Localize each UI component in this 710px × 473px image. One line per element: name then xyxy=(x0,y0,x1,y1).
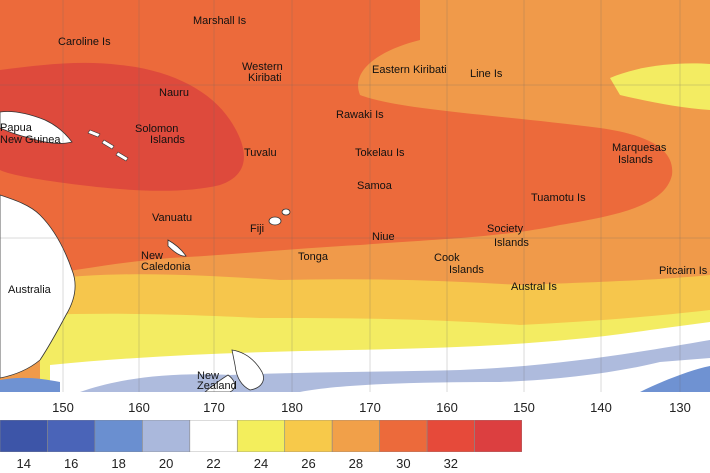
band-18 xyxy=(640,366,710,392)
band-22-gap xyxy=(300,358,710,392)
legend-swatch xyxy=(47,420,96,452)
lon-label: 160 xyxy=(128,400,150,415)
label-new: New xyxy=(141,250,163,262)
solomon-land xyxy=(87,129,129,162)
label-marquesas: Marquesas xyxy=(612,142,667,154)
label-nauru: Nauru xyxy=(159,87,189,99)
fiji-land xyxy=(268,216,282,226)
label-zealand: Zealand xyxy=(197,380,237,392)
label-line-is: Line Is xyxy=(470,68,503,80)
label-fiji: Fiji xyxy=(250,223,264,235)
label-tuvalu: Tuvalu xyxy=(244,147,277,159)
lon-label: 140 xyxy=(590,400,612,415)
label-solomon: Solomon xyxy=(135,123,178,135)
label-rawaki: Rawaki Is xyxy=(336,109,384,121)
band-32 xyxy=(0,62,244,191)
label-eastern-kiribati: Eastern Kiribati xyxy=(372,64,447,76)
label-cook: Cook xyxy=(434,252,460,264)
legend-swatch xyxy=(379,420,428,452)
label-new-guinea: New Guinea xyxy=(0,134,61,146)
label-marshall-is: Marshall Is xyxy=(193,15,247,27)
label-new-zealand-new: New xyxy=(197,370,219,382)
band-30 xyxy=(0,0,673,275)
legend-label: 30 xyxy=(396,456,411,471)
label-cook-islands: Islands xyxy=(449,264,484,276)
label-society-islands: Islands xyxy=(494,237,529,249)
label-caledonia: Caledonia xyxy=(141,261,191,273)
band-18-left xyxy=(0,377,60,392)
band-26 xyxy=(40,274,710,325)
legend-label: 22 xyxy=(206,456,221,471)
lon-label: 130 xyxy=(669,400,691,415)
label-papua: Papua xyxy=(0,122,33,134)
legend-swatch xyxy=(142,420,191,452)
legend-swatch xyxy=(189,420,238,452)
label-kiribati: Kiribati xyxy=(248,72,282,84)
legend-label: 28 xyxy=(348,456,364,471)
lon-label: 160 xyxy=(436,400,458,415)
label-solomon-islands: Islands xyxy=(150,134,185,146)
legend-swatch xyxy=(331,420,380,452)
sea-surface-temperature-map: Marshall Is Caroline Is Western Kiribati… xyxy=(0,0,710,392)
label-tokelau: Tokelau Is xyxy=(355,147,405,159)
band-24-top xyxy=(610,63,710,110)
new-guinea-land xyxy=(0,111,73,144)
legend-label: 18 xyxy=(111,456,126,471)
label-vanuatu: Vanuatu xyxy=(152,212,192,224)
graticule xyxy=(0,0,710,392)
new-zealand-land-south xyxy=(204,374,236,392)
australia-land xyxy=(0,194,76,379)
lon-label: 180 xyxy=(281,400,303,415)
place-labels: Marshall Is Caroline Is Western Kiribati… xyxy=(0,15,708,392)
label-caroline-is: Caroline Is xyxy=(58,36,111,48)
lon-label: 170 xyxy=(203,400,225,415)
legend-label: 32 xyxy=(443,456,459,471)
label-australia: Australia xyxy=(8,284,52,296)
legend-swatch xyxy=(284,420,333,452)
color-legend xyxy=(0,420,522,452)
label-marquesas-islands: Islands xyxy=(618,154,653,166)
legend-label: 16 xyxy=(63,456,79,471)
legend-label: 26 xyxy=(301,456,316,471)
label-pitcairn: Pitcairn Is xyxy=(659,265,708,277)
lon-label: 150 xyxy=(513,400,535,415)
new-zealand-land xyxy=(231,349,264,391)
label-austral: Austral Is xyxy=(511,281,557,293)
label-niue: Niue xyxy=(372,231,395,243)
lon-label: 170 xyxy=(359,400,381,415)
label-tuamotu: Tuamotu Is xyxy=(531,192,586,204)
label-society: Society xyxy=(487,223,524,235)
legend-swatch xyxy=(426,420,475,452)
legend-label: 14 xyxy=(16,456,31,471)
lon-label: 150 xyxy=(52,400,74,415)
legend-label: 20 xyxy=(158,456,174,471)
new-caledonia-land xyxy=(167,239,187,257)
label-tonga: Tonga xyxy=(298,251,329,263)
label-western: Western xyxy=(242,61,283,73)
legend-label: 24 xyxy=(253,456,269,471)
legend-swatch xyxy=(474,420,522,452)
legend-swatch xyxy=(94,420,143,452)
legend-swatch xyxy=(0,420,48,452)
label-samoa: Samoa xyxy=(357,180,393,192)
fiji-land-2 xyxy=(281,208,291,216)
legend-swatch xyxy=(236,420,286,452)
